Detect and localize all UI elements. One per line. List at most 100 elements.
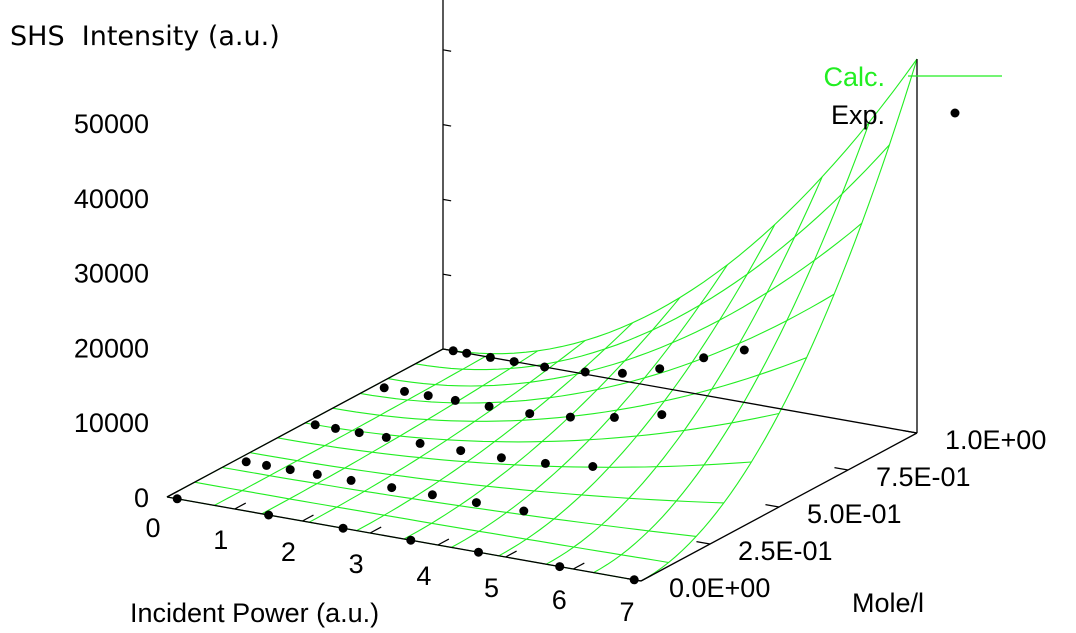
surface-line-x xyxy=(308,340,586,523)
exp-point xyxy=(588,462,598,471)
exp-point xyxy=(264,510,274,520)
x-tick-label: 0 xyxy=(145,513,160,543)
exp-point xyxy=(462,348,472,358)
z-tick xyxy=(442,49,452,52)
x-tick-label: 3 xyxy=(349,549,364,579)
exp-point xyxy=(427,490,437,500)
exp-point xyxy=(262,460,271,470)
exp-point xyxy=(496,453,506,463)
exp-point xyxy=(609,412,619,422)
x-tick xyxy=(369,526,382,534)
legend-label-exp: Exp. xyxy=(831,100,885,130)
exp-point xyxy=(471,498,481,508)
exp-point xyxy=(540,458,550,468)
x-tick xyxy=(166,490,179,498)
exp-point xyxy=(509,357,519,367)
exp-point xyxy=(354,428,364,438)
exp-point xyxy=(423,391,433,401)
y-tick xyxy=(627,578,642,582)
exp-point xyxy=(241,457,251,467)
legend-marker-exp xyxy=(950,108,960,118)
exp-point xyxy=(519,506,529,516)
z-tick-label: 10000 xyxy=(74,408,149,438)
exp-point xyxy=(448,346,458,356)
x-tick xyxy=(302,514,314,522)
exp-point xyxy=(338,523,348,533)
surface-line-x xyxy=(593,121,871,574)
exp-point xyxy=(406,535,416,545)
exp-point xyxy=(739,345,749,355)
tick-labels: 0 1 2 3 4 5 6 7 0.0E+00 2.5E-01 5.0E-01 7.5E-01 1.0E… xyxy=(74,49,1046,627)
exp-point xyxy=(540,362,550,372)
surface-line-y xyxy=(249,452,724,504)
y-tick xyxy=(696,541,711,545)
axes-frame xyxy=(166,0,918,582)
floor-back-left-edge xyxy=(166,348,444,498)
z-tick xyxy=(442,124,452,127)
x-axis-title: Incident Power (a.u.) xyxy=(130,598,379,628)
exp-point xyxy=(415,438,425,448)
x-tick-label: 4 xyxy=(416,561,431,591)
y-tick-label: 5.0E-01 xyxy=(807,499,902,529)
y-tick-label: 0.0E+00 xyxy=(669,573,770,603)
exp-point xyxy=(310,420,320,430)
y-tick-label: 7.5E-01 xyxy=(876,462,971,492)
y-tick xyxy=(834,467,849,471)
y-axis-title: Mole/l xyxy=(852,588,924,618)
y-tick-label: 1.0E+00 xyxy=(945,425,1046,455)
z-tick-label: 40000 xyxy=(74,184,149,214)
exp-point xyxy=(400,386,409,396)
exp-point xyxy=(172,494,182,504)
exp-point xyxy=(555,562,565,572)
x-tick xyxy=(573,562,585,570)
exp-point xyxy=(450,395,460,405)
x-axis-line xyxy=(166,496,642,582)
floor-back-edge xyxy=(442,348,918,434)
x-tick xyxy=(437,538,450,546)
exp-point xyxy=(485,352,495,362)
x-tick-label: 2 xyxy=(281,537,296,567)
z-tick xyxy=(442,348,452,352)
exp-point xyxy=(699,353,709,363)
exp-point xyxy=(381,432,391,442)
x-tick-label: 7 xyxy=(619,597,634,627)
surface-line-x xyxy=(545,176,823,565)
z-axis-title: SHS Intensity (a.u.) xyxy=(10,21,280,52)
exp-point xyxy=(346,475,356,485)
z-tick-label: 30000 xyxy=(74,259,149,289)
exp-point xyxy=(285,465,295,475)
exp-point xyxy=(657,410,667,420)
x-tick-label: 1 xyxy=(213,525,228,555)
y-tick xyxy=(903,430,918,434)
surface-line-x xyxy=(498,224,776,557)
x-tick xyxy=(505,550,517,558)
data-points xyxy=(172,345,749,585)
surface-line-x xyxy=(356,322,633,532)
exp-point xyxy=(525,409,535,419)
surface-line-x xyxy=(261,350,539,515)
exp-point xyxy=(456,446,466,456)
exp-point xyxy=(655,364,665,374)
x-tick xyxy=(640,574,653,582)
surface-line-x xyxy=(640,58,918,582)
z-tick-label: 0 xyxy=(134,483,149,513)
z-tick xyxy=(442,273,452,277)
exp-point xyxy=(331,423,340,433)
legend: Calc. Exp. xyxy=(823,62,1002,130)
y-tick-label: 2.5E-01 xyxy=(738,536,833,566)
surface-line-x xyxy=(403,297,681,540)
surface-mesh xyxy=(166,58,918,582)
x-tick-label: 6 xyxy=(552,585,567,615)
y-tick xyxy=(765,504,780,508)
exp-point xyxy=(484,401,494,411)
x-tick-label: 5 xyxy=(484,573,499,603)
exp-point xyxy=(565,412,575,422)
z-tick-label: 50000 xyxy=(74,109,149,139)
exp-point xyxy=(312,469,322,479)
legend-label-calc: Calc. xyxy=(823,62,885,92)
exp-point xyxy=(617,368,627,378)
z-tick-label: 20000 xyxy=(74,333,149,363)
surface-line-x xyxy=(214,353,491,506)
x-tick xyxy=(234,502,247,510)
exp-point xyxy=(474,547,483,557)
